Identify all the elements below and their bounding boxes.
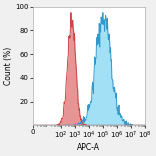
Y-axis label: Count (%): Count (%) bbox=[4, 47, 13, 85]
X-axis label: APC-A: APC-A bbox=[77, 143, 100, 152]
